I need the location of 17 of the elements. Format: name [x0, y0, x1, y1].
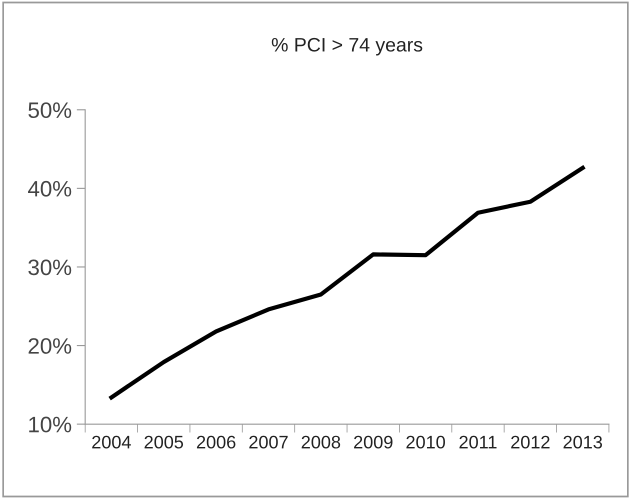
x-tick-label: 2007	[249, 436, 288, 449]
x-tick-label: 2006	[196, 436, 236, 449]
x-tick-label: 2004	[92, 436, 131, 449]
x-tick-label: 2008	[302, 436, 340, 449]
x-tick-label: 2012	[511, 436, 550, 449]
y-tick-label: 30%	[28, 260, 72, 276]
x-tick-label: 2013	[564, 436, 602, 449]
y-tick-label: 50%	[28, 102, 72, 118]
x-tick-label: 2011	[459, 436, 497, 449]
x-tick-label: 2010	[406, 436, 445, 449]
x-tick-label: 2005	[144, 436, 184, 449]
line-series	[109, 166, 585, 400]
y-tick-label: 10%	[29, 416, 72, 432]
y-tick-label: 20%	[28, 338, 72, 354]
chart-title: % PCI > 74 years	[272, 38, 422, 56]
y-tick-label: 40%	[28, 180, 72, 197]
x-tick-label: 2009	[354, 436, 392, 449]
